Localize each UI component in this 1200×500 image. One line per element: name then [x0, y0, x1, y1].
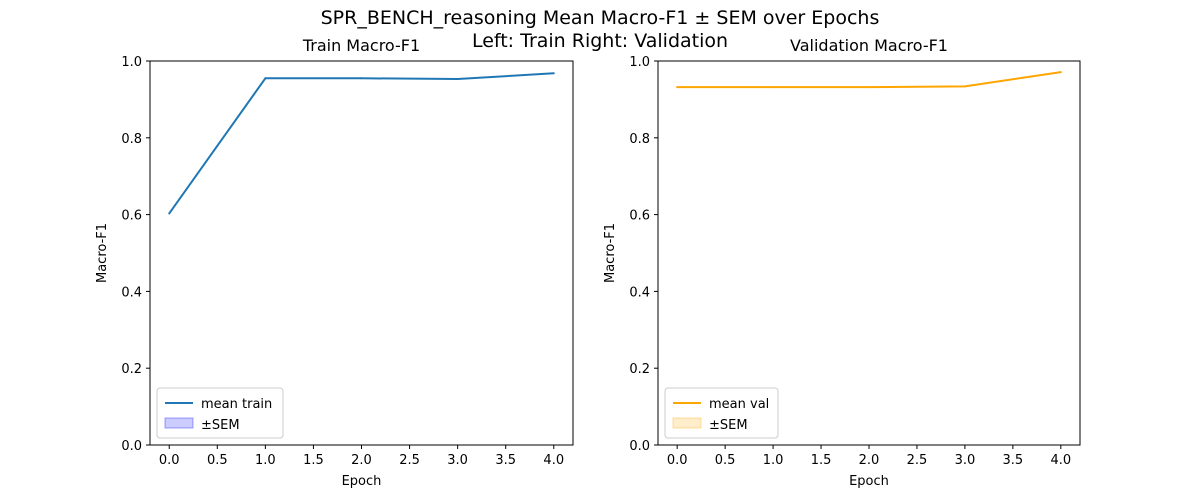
train-data-point: [264, 77, 267, 80]
train-y-tick-label: 0.4: [121, 285, 142, 300]
train-x-tick-label: 3.5: [495, 453, 516, 468]
train-y-tick-label: 0.0: [121, 439, 142, 454]
val-x-tick-label: 4.0: [1050, 453, 1071, 468]
val-y-tick-label: 0.2: [629, 362, 650, 377]
val-legend-label-sem: ±SEM: [709, 418, 748, 433]
val-chart: Validation Macro-F1 0.0 0.5 1.0 1.5 2.0 2.5 3.0…: [603, 36, 1081, 489]
train-data-point: [360, 77, 363, 80]
train-legend-label-sem: ±SEM: [201, 418, 240, 433]
val-legend: mean val ±SEM: [664, 387, 779, 439]
train-chart-title: Train Macro-F1: [302, 36, 420, 55]
train-legend-box: [156, 387, 284, 439]
val-y-tick-label: 0.6: [629, 209, 650, 224]
train-chart: Train Macro-F1 0.0 0.5 1.0 1.5 2.0 2.5 3.0 3.5 4.…: [95, 36, 574, 489]
train-x-tick-label: 0.5: [207, 453, 228, 468]
train-legend-band-swatch: [164, 417, 194, 429]
val-data-point: [676, 86, 679, 89]
val-data-point: [1059, 71, 1062, 74]
val-y-axis-label: Macro-F1: [603, 223, 618, 283]
val-y-tick-label: 0.8: [629, 132, 650, 147]
train-legend-label-mean: mean train: [201, 397, 272, 412]
val-mean-line: [677, 71, 1061, 89]
train-x-axis-label: Epoch: [342, 474, 382, 489]
train-axes-frame: [149, 60, 574, 446]
val-sem-band: [677, 72, 1061, 88]
train-x-tick-label: 4.0: [543, 453, 564, 468]
figure-suptitle-line2: Left: Train Right: Validation: [471, 30, 729, 52]
val-data-point: [772, 86, 775, 89]
train-y-tick-label: 0.2: [121, 362, 142, 377]
val-x-tick-label: 1.0: [763, 453, 784, 468]
val-x-tick-label: 1.5: [811, 453, 832, 468]
train-sem-band: [169, 73, 554, 214]
train-x-tick-label: 3.0: [447, 453, 468, 468]
train-mean-line: [168, 72, 554, 215]
train-data-point: [456, 78, 459, 81]
train-x-tick-label: 1.0: [255, 453, 276, 468]
val-legend-band-swatch: [672, 417, 702, 429]
val-axes-frame: [657, 60, 1081, 446]
train-data-point: [168, 212, 171, 215]
val-legend-box: [664, 387, 779, 439]
train-y-axis-label: Macro-F1: [95, 223, 110, 283]
val-x-tick-label: 3.0: [955, 453, 976, 468]
val-x-tick-label: 3.5: [1003, 453, 1024, 468]
train-y-tick-label: 1.0: [121, 55, 142, 70]
val-x-tick-label: 0.0: [667, 453, 688, 468]
train-x-tick-label: 0.0: [159, 453, 180, 468]
val-data-point: [868, 86, 870, 89]
train-y-tick-label: 0.8: [121, 132, 142, 147]
figure-suptitle-line1: SPR_BENCH_reasoning Mean Macro-F1 ± SEM …: [320, 7, 880, 29]
train-x-tick-label: 1.5: [303, 453, 324, 468]
train-x-tick-label: 2.5: [399, 453, 420, 468]
train-data-point: [552, 72, 555, 75]
val-x-tick-label: 2.5: [907, 453, 928, 468]
val-x-tick-label: 0.5: [715, 453, 736, 468]
val-x-axis-label: Epoch: [849, 474, 889, 489]
val-x-tick-label: 2.0: [859, 453, 880, 468]
val-y-tick-label: 1.0: [629, 55, 650, 70]
train-x-tick-label: 2.0: [351, 453, 372, 468]
train-legend: mean train ±SEM: [156, 387, 284, 439]
val-chart-title: Validation Macro-F1: [790, 36, 948, 55]
val-data-point: [963, 85, 966, 88]
train-y-tick-label: 0.6: [121, 209, 142, 224]
val-y-tick-label: 0.0: [629, 439, 650, 454]
val-legend-label-mean: mean val: [709, 397, 769, 412]
val-y-tick-label: 0.4: [629, 285, 650, 300]
